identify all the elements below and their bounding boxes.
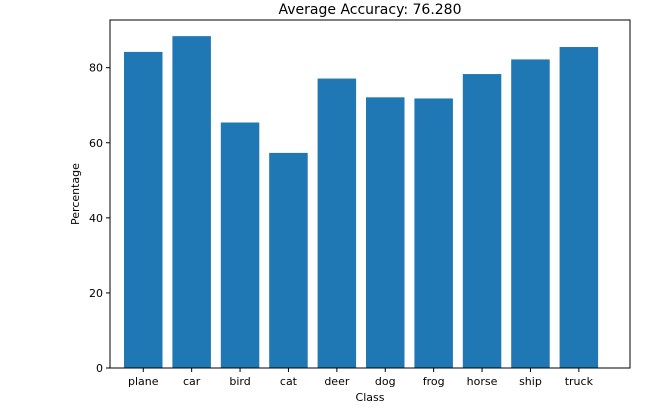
y-tick-label-80: 80 xyxy=(89,62,103,75)
bar-car xyxy=(172,36,211,368)
x-tick-label-ship: ship xyxy=(519,375,542,388)
x-tick-label-horse: horse xyxy=(467,375,498,388)
y-tick-label-40: 40 xyxy=(89,212,103,225)
bar-deer xyxy=(317,78,357,368)
x-tick-label-deer: deer xyxy=(324,375,350,388)
bar-dog xyxy=(366,97,405,368)
chart-title: Average Accuracy: 76.280 xyxy=(279,2,462,18)
y-tick-label-60: 60 xyxy=(89,137,103,150)
x-tick-label-truck: truck xyxy=(565,375,594,388)
y-tick-label-0: 0 xyxy=(96,362,103,375)
bar-cat xyxy=(269,152,308,368)
y-axis-label: Percentage xyxy=(69,163,82,225)
x-axis: plane car bird cat deer dog frog horse ship truck xyxy=(128,368,594,388)
bars-group xyxy=(124,36,599,369)
bar-bird xyxy=(220,122,260,368)
x-tick-label-cat: cat xyxy=(280,375,298,388)
y-axis: 0 20 40 60 80 xyxy=(89,62,110,375)
bar-frog xyxy=(414,98,453,369)
x-tick-label-bird: bird xyxy=(229,375,250,388)
bar-plane xyxy=(124,51,163,368)
x-tick-label-plane: plane xyxy=(128,375,159,388)
y-tick-label-20: 20 xyxy=(89,287,103,300)
x-tick-label-dog: dog xyxy=(375,375,396,388)
bar-truck xyxy=(559,47,599,369)
x-axis-label: Class xyxy=(356,391,385,404)
x-tick-label-frog: frog xyxy=(423,375,445,388)
bar-ship xyxy=(511,59,550,368)
x-tick-label-car: car xyxy=(183,375,201,388)
plot-frame xyxy=(109,19,631,369)
bar-horse xyxy=(462,74,502,368)
